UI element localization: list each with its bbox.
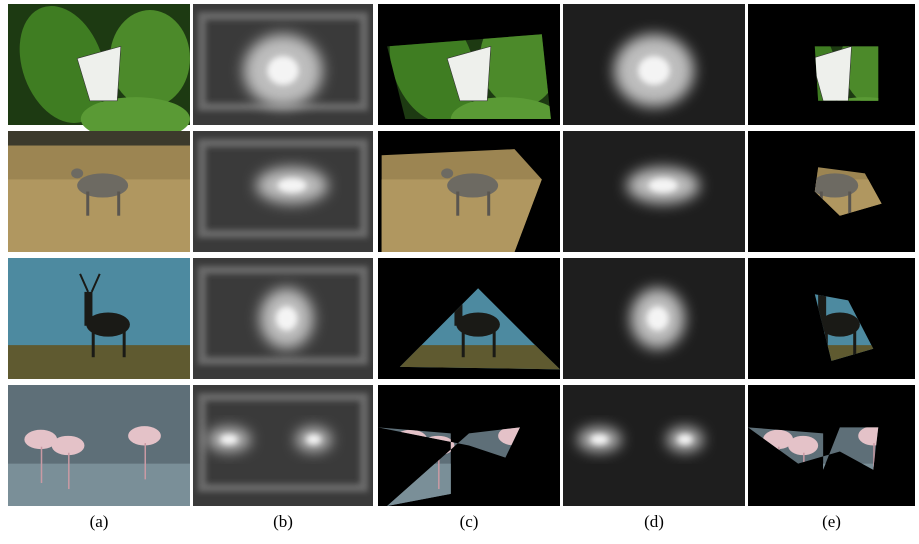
animal-leg xyxy=(487,192,490,216)
image-cell xyxy=(378,385,560,506)
animal-leg xyxy=(86,192,89,216)
saliency-peak xyxy=(267,56,299,85)
animal-head xyxy=(441,168,453,178)
saliency-peak xyxy=(306,435,320,445)
image-cell xyxy=(748,385,915,506)
animal xyxy=(447,173,498,197)
saliency-peak xyxy=(678,435,693,445)
image-cell xyxy=(193,258,373,379)
figure: (a) (b) (c) (d) (e) xyxy=(0,0,919,539)
saliency-peak xyxy=(649,178,678,193)
deer-leg xyxy=(493,331,496,358)
panel-label: (d) xyxy=(644,512,664,531)
image-cell xyxy=(748,131,915,252)
grass xyxy=(8,345,190,379)
bird-leg xyxy=(68,453,70,489)
animal-leg xyxy=(117,192,120,216)
animal-head xyxy=(71,168,83,178)
image-cell xyxy=(563,131,745,252)
image-cell xyxy=(8,385,190,506)
animal-leg xyxy=(848,192,851,216)
animal-leg xyxy=(456,192,459,216)
animal xyxy=(77,173,128,197)
image-cell xyxy=(193,4,373,125)
bird xyxy=(128,426,161,445)
deer-leg xyxy=(853,331,856,358)
image-cell xyxy=(563,4,745,125)
image-cell xyxy=(378,131,560,252)
bird-leg xyxy=(41,447,43,483)
image-cell xyxy=(378,258,560,379)
sky xyxy=(8,131,190,146)
leaf xyxy=(110,10,190,107)
saliency-peak xyxy=(638,56,670,85)
saliency-peak xyxy=(278,178,307,193)
image-cell xyxy=(374,0,560,141)
image-cell xyxy=(193,131,373,252)
image-cell xyxy=(563,258,745,379)
water xyxy=(8,464,190,506)
deer-leg xyxy=(92,331,95,358)
image-cell xyxy=(8,131,190,252)
image-cell xyxy=(743,0,915,141)
bird-leg xyxy=(145,443,147,479)
saliency-peak xyxy=(647,306,669,330)
panel-label: (b) xyxy=(273,512,293,531)
bird xyxy=(788,436,818,455)
saliency-peak xyxy=(276,306,298,330)
deer-neck xyxy=(84,292,92,326)
panel-label: (a) xyxy=(90,512,109,531)
deer-leg xyxy=(462,331,465,358)
image-cell xyxy=(748,258,915,379)
image-cell xyxy=(4,0,190,141)
animal xyxy=(811,173,858,197)
image-cell xyxy=(563,385,745,506)
bird xyxy=(52,436,85,455)
panel-label: (e) xyxy=(822,512,841,531)
saliency-peak xyxy=(591,435,608,445)
image-cell xyxy=(8,258,190,379)
panel-label: (c) xyxy=(460,512,479,531)
saliency-peak xyxy=(220,435,237,445)
deer-leg xyxy=(123,331,126,358)
image-cell xyxy=(193,385,373,506)
